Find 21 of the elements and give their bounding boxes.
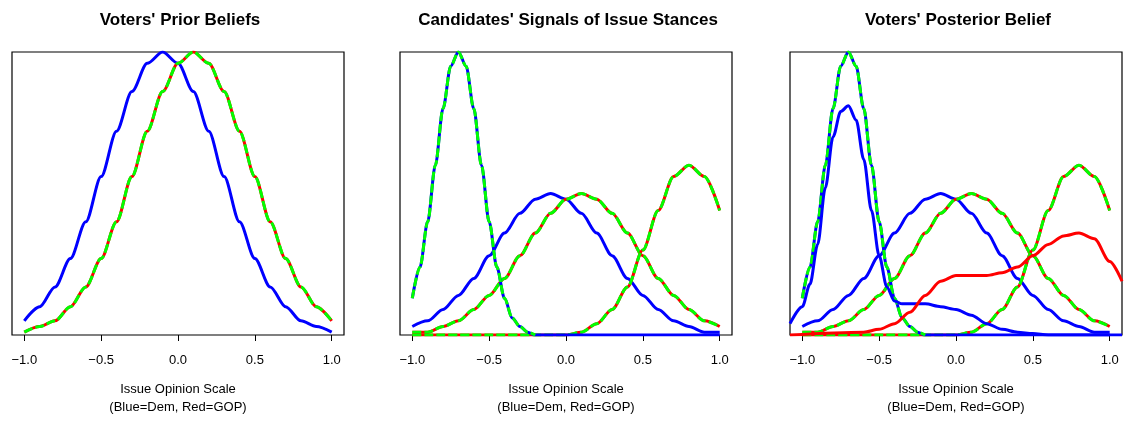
x-tick-label: −0.5 (88, 352, 114, 367)
x-tick-label: −1.0 (11, 352, 38, 367)
x-tick-label: 1.0 (1100, 352, 1119, 367)
x-tick-label: 0.5 (245, 352, 264, 367)
x-tick-label: −0.5 (866, 352, 892, 367)
x-axis-title: Issue Opinion Scale (Blue=Dem, Red=GOP) (109, 380, 247, 414)
chart-title: Candidates' Signals of Issue Stances (418, 10, 718, 29)
x-tick-label: 0.0 (946, 352, 966, 367)
x-tick-label: 1.0 (710, 352, 729, 367)
x-tick-label: −1.0 (399, 352, 426, 367)
x-tick-label: −1.0 (789, 352, 816, 367)
x-tick-label: 0.5 (633, 352, 652, 367)
x-tick-label: 1.0 (322, 352, 341, 367)
chart-title: Voters' Posterior Belief (864, 10, 1052, 29)
chart-title: Voters' Prior Beliefs (99, 10, 261, 29)
x-tick-label: 0.0 (168, 352, 188, 367)
x-axis-title: Issue Opinion Scale (Blue=Dem, Red=GOP) (887, 380, 1025, 414)
x-tick-label: 0.5 (1023, 352, 1042, 367)
x-axis-title: Issue Opinion Scale (Blue=Dem, Red=GOP) (497, 380, 635, 414)
x-tick-label: 0.0 (556, 352, 576, 367)
x-tick-label: −0.5 (476, 352, 502, 367)
